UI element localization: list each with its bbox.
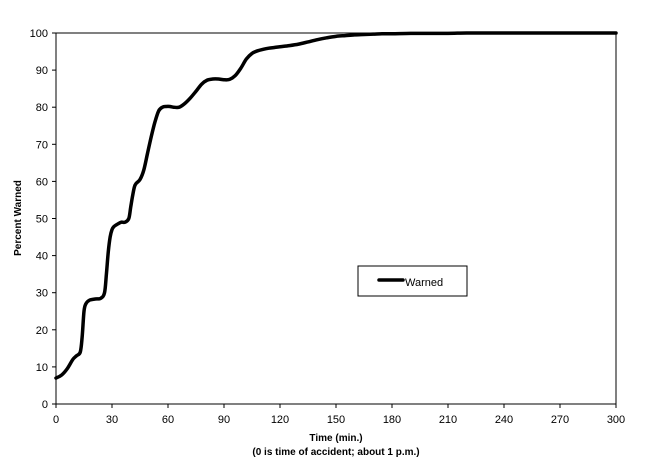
y-tick-label: 60 bbox=[36, 176, 48, 188]
x-tick-label: 0 bbox=[53, 414, 59, 426]
x-tick-label: 270 bbox=[551, 414, 569, 426]
y-tick-label: 40 bbox=[36, 251, 48, 263]
x-tick-label: 30 bbox=[106, 414, 118, 426]
x-axis-ticks: 0 30 60 90 120 150 180 210 240 270 300 bbox=[53, 404, 625, 426]
legend-box bbox=[357, 265, 468, 297]
x-tick-label: 150 bbox=[327, 414, 345, 426]
plot-area bbox=[55, 32, 617, 405]
x-tick-label: 90 bbox=[218, 414, 230, 426]
y-tick-label: 20 bbox=[36, 325, 48, 337]
y-tick-label: 100 bbox=[30, 28, 48, 40]
y-tick-label: 90 bbox=[36, 65, 48, 77]
x-axis-note: (0 is time of accident; about 1 p.m.) bbox=[252, 447, 419, 458]
series-line-warned bbox=[54, 31, 618, 380]
x-tick-label: 180 bbox=[383, 414, 401, 426]
y-tick-label: 70 bbox=[36, 139, 48, 151]
y-tick-label: 30 bbox=[36, 288, 48, 300]
legend: Warned bbox=[357, 265, 468, 297]
y-tick-label: 0 bbox=[42, 399, 48, 411]
y-tick-label: 80 bbox=[36, 102, 48, 114]
x-tick-label: 210 bbox=[439, 414, 457, 426]
x-tick-label: 240 bbox=[495, 414, 513, 426]
x-axis-title: Time (min.) bbox=[309, 433, 362, 444]
y-axis-title: Percent Warned bbox=[13, 180, 24, 256]
legend-label-warned: Warned bbox=[405, 277, 443, 289]
y-axis-ticks: 0 10 20 30 40 50 60 70 80 90 100 bbox=[30, 28, 56, 411]
y-tick-label: 10 bbox=[36, 362, 48, 374]
y-tick-label: 50 bbox=[36, 214, 48, 226]
x-tick-label: 300 bbox=[607, 414, 625, 426]
x-tick-label: 60 bbox=[162, 414, 174, 426]
x-tick-label: 120 bbox=[271, 414, 289, 426]
